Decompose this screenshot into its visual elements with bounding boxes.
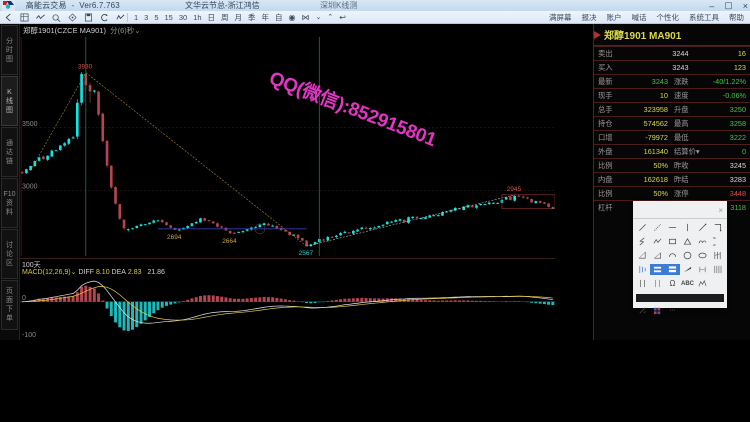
svg-text:3000: 3000	[22, 184, 38, 191]
svg-text:2567: 2567	[299, 250, 314, 256]
svg-text:2945: 2945	[507, 186, 522, 193]
svg-text:2694: 2694	[167, 234, 182, 241]
svg-text:0: 0	[22, 295, 26, 302]
svg-text:QQ(微信):852915801: QQ(微信):852915801	[266, 66, 440, 151]
svg-text:3500: 3500	[22, 121, 38, 128]
svg-text:-100: -100	[22, 332, 36, 339]
svg-text:3930: 3930	[78, 64, 93, 71]
svg-text:2664: 2664	[222, 238, 237, 245]
